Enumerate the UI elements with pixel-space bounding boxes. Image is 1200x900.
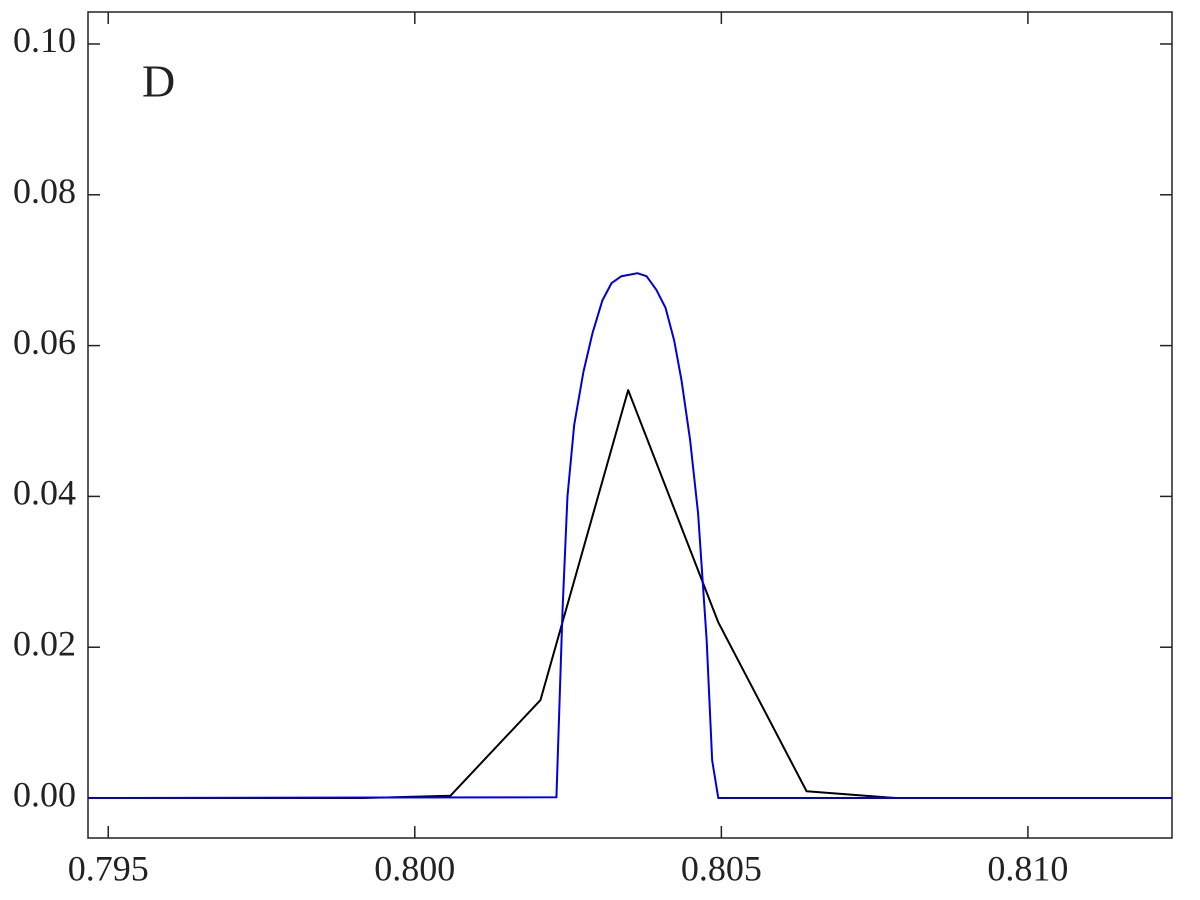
y-tick-label: 0.10 (13, 20, 76, 60)
plot-frame (87, 11, 1173, 839)
x-tick-label: 0.805 (681, 848, 762, 888)
x-tick-label: 0.810 (987, 848, 1068, 888)
panel-label: D (142, 56, 175, 107)
y-tick-label: 0.04 (13, 473, 76, 513)
series-line (88, 389, 1172, 800)
y-tick-label: 0.02 (13, 623, 76, 663)
y-tick-label: 0.08 (13, 171, 76, 211)
x-tick-label: 0.795 (68, 848, 149, 888)
series-line (87, 272, 1172, 800)
x-tick-label: 0.800 (374, 848, 455, 888)
y-tick-label: 0.06 (13, 322, 76, 362)
y-tick-label: 0.00 (13, 774, 76, 814)
